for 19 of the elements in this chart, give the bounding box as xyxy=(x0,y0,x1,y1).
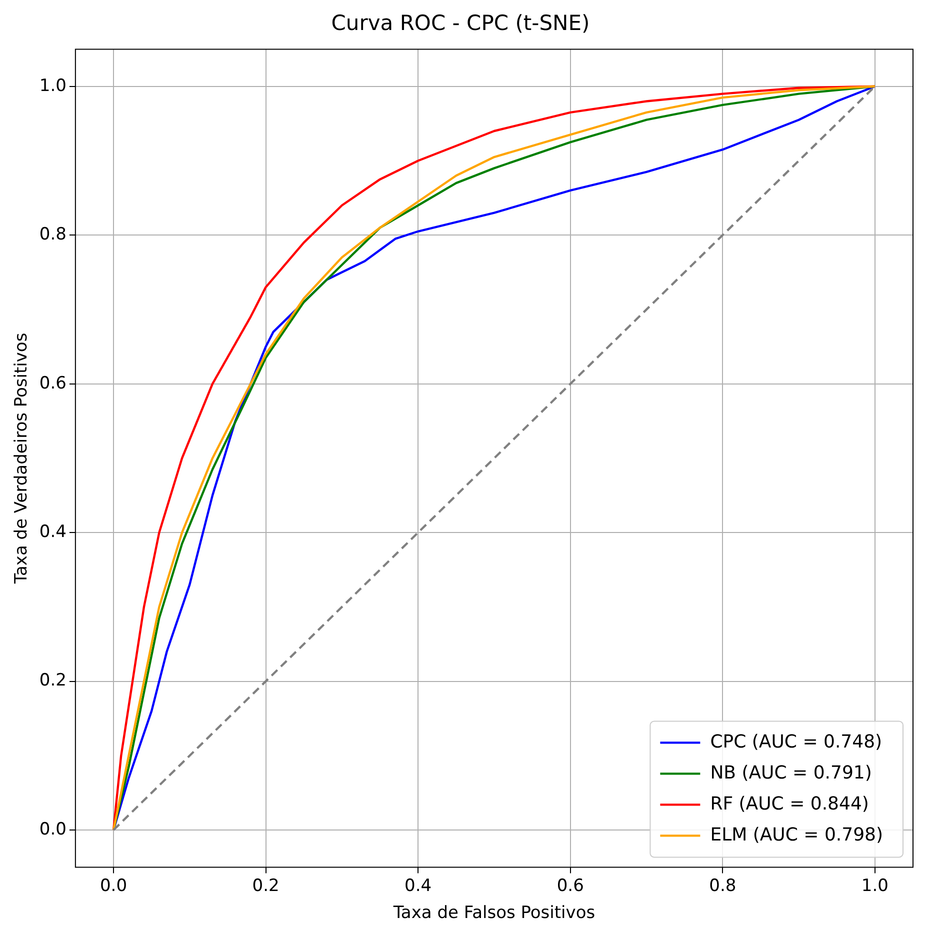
legend-label: NB (AUC = 0.791) xyxy=(710,762,872,784)
chart-title: Curva ROC - CPC (t-SNE) xyxy=(331,11,590,36)
legend-label: ELM (AUC = 0.798) xyxy=(710,824,883,846)
legend-label: CPC (AUC = 0.748) xyxy=(710,731,882,752)
y-axis-title: Taxa de Verdadeiros Positivos xyxy=(12,332,32,585)
x-tick-label: 0.0 xyxy=(100,876,128,896)
legend-label: RF (AUC = 0.844) xyxy=(710,793,869,814)
x-tick-label: 1.0 xyxy=(861,876,888,896)
x-tick-label: 0.4 xyxy=(404,876,432,896)
x-axis-title: Taxa de Falsos Positivos xyxy=(392,903,596,924)
y-tick-label: 0.4 xyxy=(39,522,66,542)
x-tick-label: 0.6 xyxy=(556,876,584,896)
y-tick-label: 0.8 xyxy=(39,224,66,245)
x-tick-label: 0.2 xyxy=(252,876,280,896)
x-tick-label: 0.8 xyxy=(709,876,736,896)
y-tick-label: 0.2 xyxy=(39,670,66,691)
y-tick-label: 0.6 xyxy=(39,373,66,394)
y-tick-label: 1.0 xyxy=(39,76,66,96)
y-tick-label: 0.0 xyxy=(39,819,66,840)
